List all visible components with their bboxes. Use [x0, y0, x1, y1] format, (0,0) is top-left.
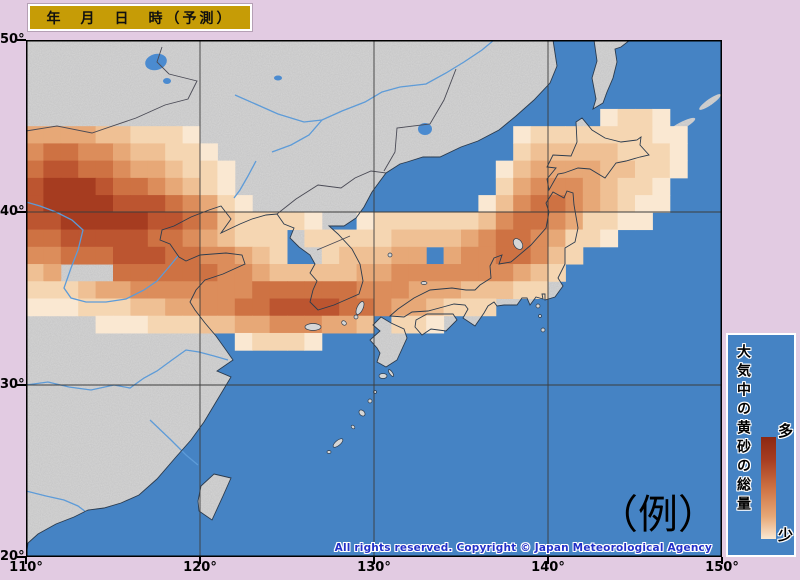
example-label: （例） [598, 492, 718, 538]
taiwan-landmass [198, 474, 231, 520]
hokkaido-coastline [546, 117, 650, 192]
map-area: All rights reserved. Copyright © Japan M… [26, 40, 722, 557]
lon-axis-label: 150° [705, 560, 739, 575]
island [353, 314, 359, 320]
lon-tick [547, 557, 549, 564]
date-title-label: 年 月 日 時（予測） [46, 10, 234, 27]
river [149, 419, 199, 466]
map-svg [26, 40, 722, 557]
island [332, 438, 344, 448]
lon-axis-label: 130° [357, 560, 391, 575]
legend-low-label: 少 [778, 526, 794, 544]
lon-tick [25, 557, 27, 564]
lon-axis-label: 140° [531, 560, 565, 575]
legend-colorbar [761, 437, 776, 539]
shikoku-coastline [414, 313, 458, 336]
island [326, 450, 332, 454]
island [420, 281, 428, 285]
taiwan-coastline [197, 473, 232, 521]
rivers-layer [26, 40, 495, 513]
borders-layer [26, 46, 457, 251]
sakhalin-coastline [591, 40, 631, 110]
honshu-coastline [388, 190, 579, 327]
kyushu-coastline [369, 316, 408, 368]
map-frame [26, 40, 722, 557]
sakhalin-landmass [592, 40, 630, 109]
country-border [316, 235, 351, 251]
river [26, 349, 229, 391]
lat-axis-label: 20° [0, 549, 25, 564]
island [341, 320, 347, 326]
river [234, 40, 495, 123]
kuril-island [699, 94, 721, 110]
lat-axis-label: 50° [0, 32, 25, 47]
legend-title: 大気中の黄砂の総量 [735, 344, 751, 515]
legend-high-label: 多 [778, 422, 794, 440]
island [538, 314, 542, 318]
island [535, 303, 541, 309]
lon-tick [373, 557, 375, 564]
river [26, 490, 87, 513]
river [26, 201, 179, 303]
mainland-coastline [26, 40, 558, 557]
country-border [26, 46, 198, 134]
island [367, 398, 373, 404]
island [355, 301, 365, 315]
island [387, 252, 393, 258]
island [304, 323, 322, 331]
island [350, 424, 356, 430]
small-islands-layer [304, 238, 546, 454]
date-title-box: 年 月 日 時（予測） [28, 4, 252, 31]
country-border [276, 170, 387, 215]
country-border [383, 68, 457, 172]
river [233, 160, 257, 199]
lon-axis-label: 110° [9, 560, 43, 575]
island [378, 373, 388, 379]
lat-tick [17, 39, 26, 41]
lat-tick [17, 384, 26, 386]
lon-tick [199, 557, 201, 564]
lat-axis-label: 30° [0, 377, 25, 392]
island [388, 369, 394, 377]
coastline-layer [26, 40, 650, 557]
island [540, 327, 546, 333]
island [358, 409, 366, 417]
lat-axis-label: 40° [0, 204, 25, 219]
legend-panel: 大気中の黄砂の総量 多 少 [726, 333, 796, 557]
graticule-layer [26, 40, 722, 557]
lat-tick [17, 556, 26, 558]
copyright-text: All rights reserved. Copyright © Japan M… [334, 542, 712, 554]
lat-tick [17, 211, 26, 213]
lon-tick [721, 557, 723, 564]
island [512, 238, 524, 250]
lon-axis-label: 120° [183, 560, 217, 575]
river [271, 119, 323, 153]
